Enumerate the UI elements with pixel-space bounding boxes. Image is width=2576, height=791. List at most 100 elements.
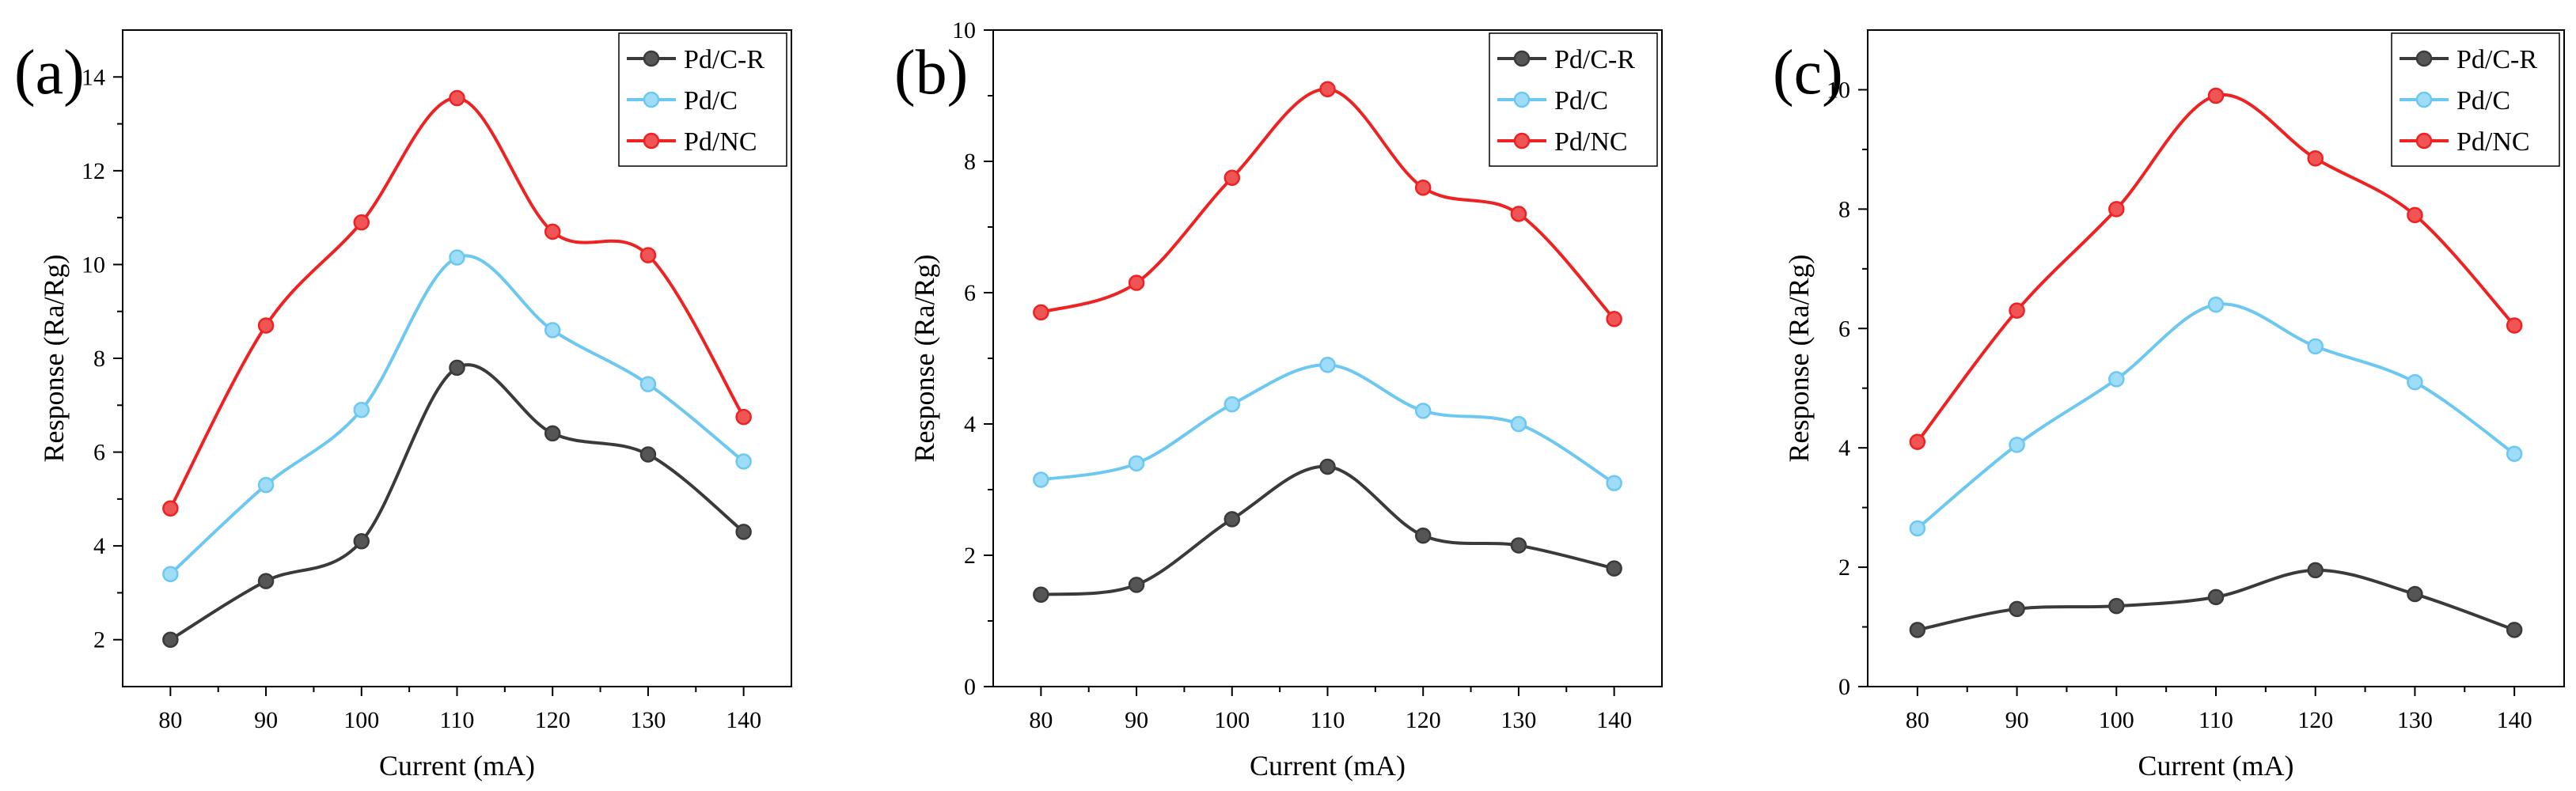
y-tick-label: 12	[82, 158, 105, 184]
legend-marker	[2415, 91, 2433, 108]
panel-letter: (a)	[14, 38, 85, 108]
data-point	[1510, 206, 1527, 222]
data-point	[1909, 520, 1926, 537]
data-point	[353, 401, 370, 418]
data-point	[1224, 169, 1241, 186]
y-axis-title: Response (Ra/Rg)	[1783, 255, 1815, 463]
data-point	[1033, 471, 1049, 488]
data-point	[257, 317, 275, 334]
data-point	[1319, 81, 1336, 97]
x-tick-label: 100	[2099, 707, 2134, 733]
data-point	[639, 446, 657, 463]
data-point	[2207, 296, 2225, 313]
data-point	[544, 425, 561, 442]
y-tick-label: 8	[964, 149, 976, 175]
data-point	[544, 223, 561, 240]
data-point	[353, 214, 370, 231]
x-tick-label: 120	[1406, 707, 1441, 733]
data-point	[449, 89, 465, 107]
y-tick-label: 2	[964, 543, 976, 569]
y-tick-label: 2	[93, 627, 105, 653]
data-point	[2506, 622, 2523, 638]
data-point	[162, 566, 179, 582]
data-point	[257, 573, 275, 589]
data-point	[2307, 149, 2324, 167]
legend-label: Pd/C	[2456, 86, 2510, 115]
y-tick-label: 6	[93, 440, 105, 466]
x-tick-label: 140	[726, 707, 761, 733]
legend-label: Pd/C-R	[2456, 45, 2537, 74]
data-point	[1033, 304, 1049, 321]
data-point	[2407, 206, 2423, 224]
y-tick-label: 6	[1838, 316, 1850, 342]
y-tick-label: 2	[1838, 554, 1850, 581]
data-point	[544, 322, 561, 339]
y-axis-title: Response (Ra/Rg)	[909, 255, 940, 463]
data-point	[1606, 560, 1622, 577]
data-point	[2207, 87, 2225, 104]
y-tick-label: 0	[964, 674, 976, 700]
data-point	[162, 631, 179, 648]
y-tick-label: 4	[964, 411, 976, 437]
x-tick-label: 110	[2199, 707, 2233, 733]
legend-label: Pd/C	[684, 86, 738, 115]
data-point	[449, 359, 465, 377]
legend-marker	[643, 91, 660, 108]
y-axis-title: Response (Ra/Rg)	[38, 255, 70, 463]
data-point	[1414, 403, 1432, 419]
x-tick-label: 80	[158, 707, 182, 733]
y-tick-label: 0	[1838, 674, 1850, 700]
data-point	[1224, 396, 1241, 413]
x-tick-label: 80	[1029, 707, 1053, 733]
data-point	[2009, 437, 2025, 453]
x-tick-label: 130	[1500, 707, 1536, 733]
chart-panel-3: (c) 80 90 100 110 120 130 140 0 2 4 6 8 10 Current (mA…	[1773, 29, 2565, 782]
y-tick-label: 14	[82, 64, 105, 90]
panel-letter: (c)	[1773, 38, 1843, 108]
data-point	[1510, 537, 1527, 554]
legend-label: Pd/NC	[1554, 127, 1628, 157]
data-point	[257, 476, 275, 494]
data-point	[449, 249, 465, 266]
y-tick-label: 10	[1827, 77, 1850, 103]
data-point	[1319, 357, 1336, 373]
legend-label: Pd/NC	[2456, 127, 2530, 157]
data-point	[2009, 600, 2025, 618]
legend-label: Pd/C-R	[1554, 45, 1635, 74]
data-point	[2307, 338, 2324, 355]
data-point	[2108, 201, 2125, 218]
y-tick-label: 4	[93, 533, 105, 559]
x-tick-label: 90	[2005, 707, 2029, 733]
x-axis-title: Current (mA)	[1250, 750, 1406, 782]
y-tick-label: 8	[93, 346, 105, 372]
panel-letter: (b)	[894, 38, 968, 108]
x-tick-label: 120	[535, 707, 571, 733]
data-point	[1128, 455, 1145, 472]
data-point	[2506, 317, 2523, 334]
legend-marker	[2415, 50, 2433, 67]
data-point	[2407, 373, 2423, 391]
legend-marker	[2415, 132, 2433, 149]
x-tick-label: 130	[630, 707, 666, 733]
x-tick-label: 140	[1596, 707, 1632, 733]
legend-marker	[643, 50, 660, 67]
data-point	[2407, 585, 2423, 603]
data-point	[2009, 302, 2025, 319]
data-point	[1033, 586, 1049, 604]
legend-marker	[1513, 132, 1531, 149]
x-tick-label: 100	[343, 707, 379, 733]
legend-marker	[1513, 91, 1531, 108]
y-tick-label: 8	[1838, 196, 1850, 222]
data-point	[1909, 622, 1926, 638]
y-tick-label: 6	[964, 280, 976, 306]
data-point	[162, 500, 179, 517]
legend-label: Pd/C	[1554, 86, 1608, 115]
x-axis-title: Current (mA)	[379, 750, 535, 782]
data-point	[735, 524, 752, 540]
legend-label: Pd/C-R	[684, 45, 764, 74]
legend-marker	[643, 132, 660, 149]
data-point	[735, 453, 752, 470]
data-point	[353, 532, 370, 550]
data-point	[1224, 511, 1241, 528]
